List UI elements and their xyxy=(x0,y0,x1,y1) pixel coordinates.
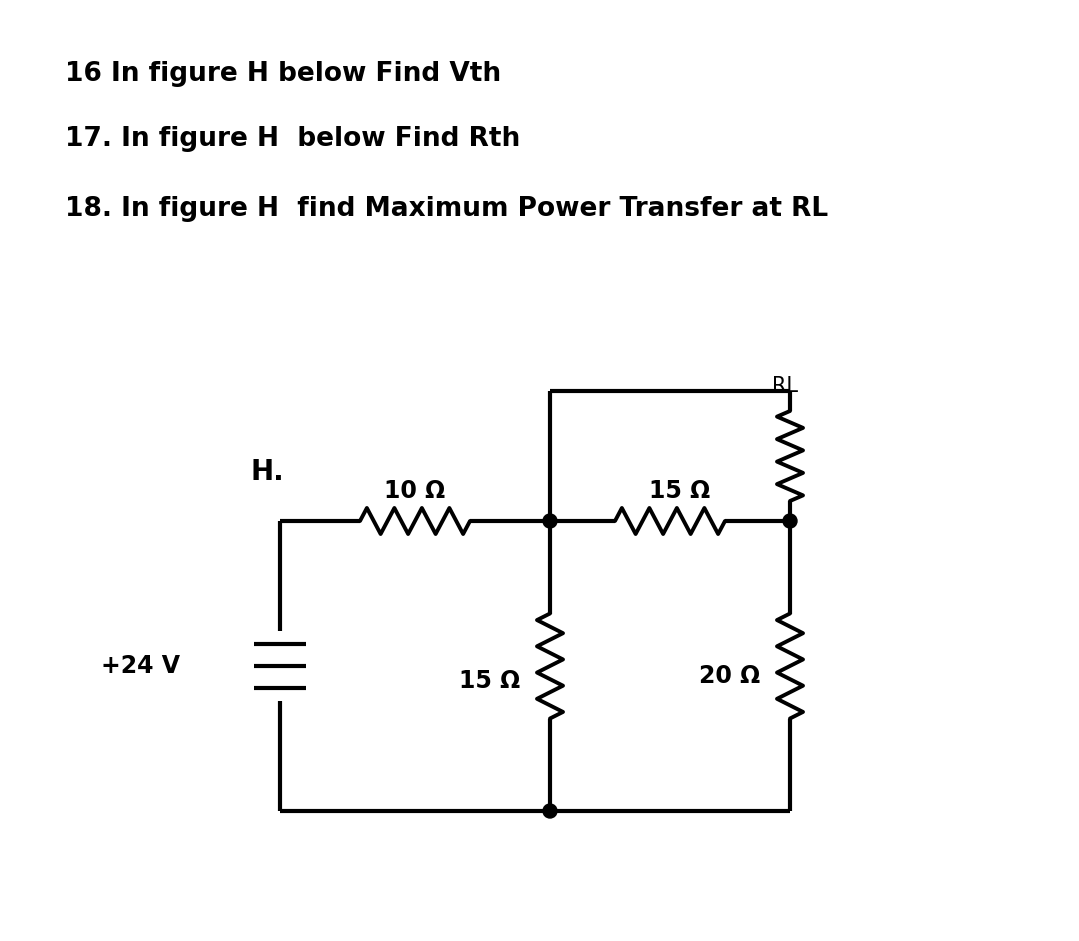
Text: 15 Ω: 15 Ω xyxy=(459,669,520,693)
Text: 15 Ω: 15 Ω xyxy=(650,479,711,503)
Text: 18. In figure H  find Maximum Power Transfer at RL: 18. In figure H find Maximum Power Trans… xyxy=(65,196,828,222)
Text: RL: RL xyxy=(771,376,798,396)
Text: 16 In figure H below Find Vth: 16 In figure H below Find Vth xyxy=(65,61,501,87)
Text: 17. In figure H  below Find Rth: 17. In figure H below Find Rth xyxy=(65,126,520,152)
Text: 20 Ω: 20 Ω xyxy=(699,664,760,688)
Circle shape xyxy=(783,514,797,528)
Circle shape xyxy=(543,514,557,528)
Text: H.: H. xyxy=(250,458,284,486)
Text: 10 Ω: 10 Ω xyxy=(384,479,446,503)
Text: +24 V: +24 V xyxy=(101,654,180,678)
Circle shape xyxy=(543,804,557,818)
